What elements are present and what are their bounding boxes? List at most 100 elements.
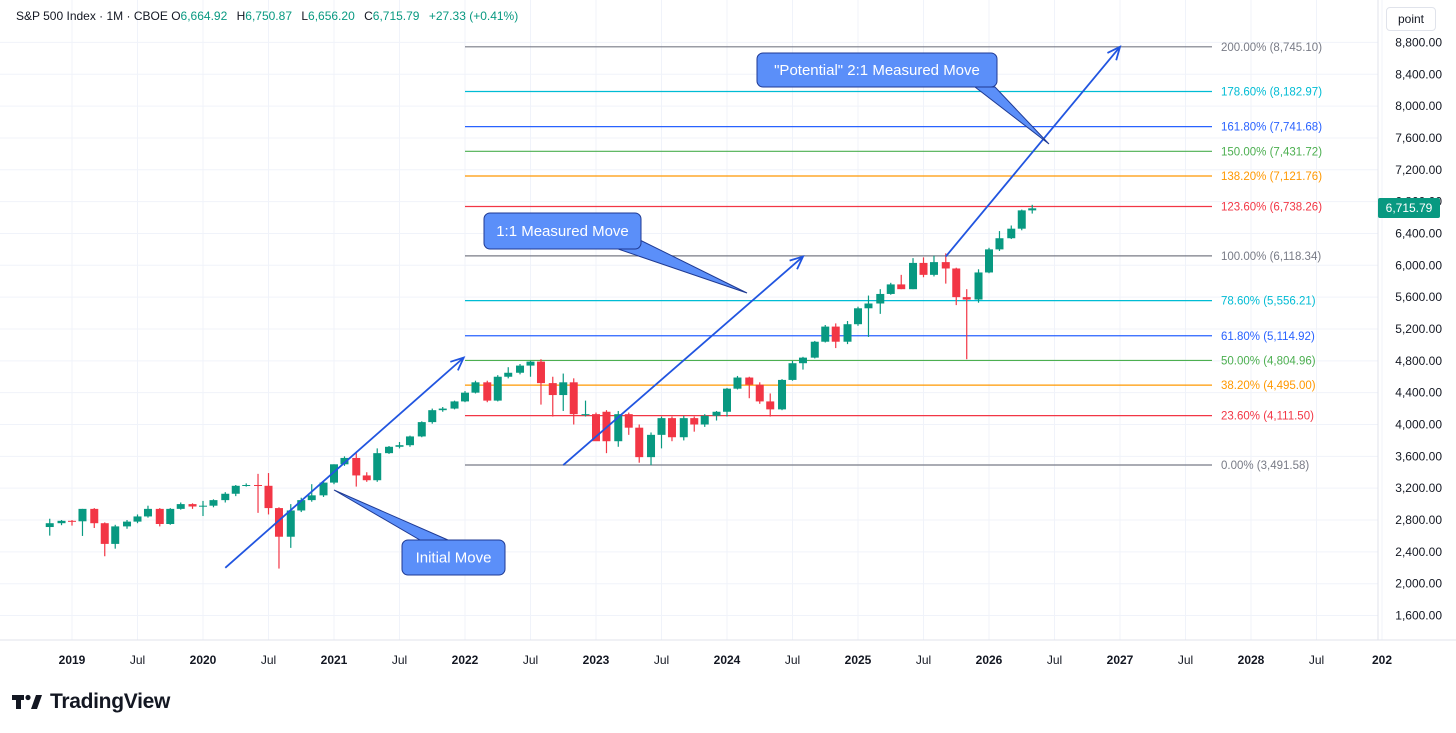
trend-arrow-head [789, 255, 805, 270]
candle-body [569, 382, 578, 415]
time-tick-label: 2022 [452, 653, 479, 667]
tradingview-logo[interactable]: TradingView [12, 690, 170, 714]
time-tick-label: Jul [654, 653, 669, 667]
candle-body [188, 504, 197, 507]
time-tick-label: 2019 [59, 653, 86, 667]
candle-body [700, 415, 709, 425]
candle-body [614, 414, 623, 442]
candle-body [264, 485, 273, 509]
fib-level-label: 138.20% (7,121.76) [1221, 171, 1322, 183]
price-tick-label: 4,800.00 [1395, 354, 1442, 368]
candle-body [952, 268, 961, 298]
candle-body [831, 326, 840, 342]
candle-body [45, 523, 54, 528]
candle-body [395, 445, 404, 447]
symbol-legend: S&P 500 Index · 1M · CBOE O6,664.92 H6,7… [16, 9, 524, 23]
time-tick-label: Jul [1178, 653, 1193, 667]
time-tick-label: Jul [1047, 653, 1062, 667]
candle-body [876, 293, 885, 304]
candle-body [307, 495, 316, 501]
candle-body [886, 284, 895, 294]
candle-body [974, 272, 983, 300]
candle-body [995, 238, 1004, 250]
candle-body [1017, 210, 1026, 229]
time-tick-label: 2026 [976, 653, 1003, 667]
candle-body [166, 508, 175, 524]
price-axis-ticks: 1,600.00 2,000.00 2,400.00 2,800.00 3,200.00… [1395, 35, 1442, 622]
high-value: 6,750.87 [245, 9, 292, 23]
fib-level-label: 23.60% (4,111.50) [1221, 411, 1314, 423]
candle-body [592, 414, 600, 442]
fib-level-label: 161.80% (7,741.68) [1221, 122, 1322, 134]
price-tick-label: 7,200.00 [1395, 163, 1442, 177]
candle-body [176, 504, 185, 509]
time-tick-label: 2025 [845, 653, 872, 667]
candle-body [690, 418, 699, 425]
candle-body [373, 453, 382, 481]
time-tick-label: Jul [1309, 653, 1324, 667]
low-value: 6,656.20 [308, 9, 355, 23]
price-scale-mode-button[interactable]: point [1386, 7, 1436, 31]
callout-box [401, 539, 506, 576]
candle-body [962, 297, 971, 300]
candle-body [352, 457, 361, 476]
time-tick-label: Jul [392, 653, 407, 667]
candle-body [712, 411, 721, 416]
candle-body [733, 377, 742, 389]
candle-body [559, 382, 568, 396]
price-tick-label: 2,400.00 [1395, 545, 1442, 559]
candle-body [755, 384, 764, 402]
price-tick-label: 4,400.00 [1395, 386, 1442, 400]
time-tick-label: Jul [523, 653, 538, 667]
symbol-name: S&P 500 Index · 1M · CBOE [16, 9, 168, 23]
candle-body [897, 284, 906, 290]
time-tick-label: 2024 [714, 653, 741, 667]
candle-body [624, 414, 633, 428]
callout-text: "Potential" 2:1 Measured Move [774, 62, 980, 79]
candle-body [428, 410, 437, 423]
candle-body [854, 308, 862, 325]
candle-body [1007, 228, 1016, 239]
candle-body [647, 434, 656, 458]
candle-body [843, 324, 852, 342]
open-value: 6,664.92 [180, 9, 228, 23]
last-price-label: 6,715.79 [1378, 198, 1440, 218]
candle-body [909, 262, 918, 290]
candle-body [548, 383, 557, 396]
price-tick-label: 4,000.00 [1395, 418, 1442, 432]
price-tick-label: 2,800.00 [1395, 513, 1442, 527]
price-tick-label: 1,600.00 [1395, 609, 1442, 623]
candle-body [821, 326, 830, 342]
price-tick-label: 6,400.00 [1395, 226, 1442, 240]
change-value: +27.33 (+0.41%) [428, 9, 519, 23]
time-tick-label: 2023 [583, 653, 610, 667]
candle-body [438, 408, 447, 411]
candle-body [111, 526, 120, 544]
candle-body [330, 464, 338, 483]
callout-box [756, 52, 998, 88]
candle-body [504, 372, 513, 377]
candle-body [340, 457, 349, 465]
candle-body [745, 377, 754, 385]
candle-body [68, 520, 76, 522]
tradingview-wordmark: TradingView [50, 690, 171, 713]
candle-body [919, 262, 928, 275]
candle-body [516, 365, 525, 373]
candle-body [209, 500, 218, 506]
candle-body [778, 379, 787, 410]
candle-body [417, 422, 426, 437]
time-tick-label: Jul [130, 653, 145, 667]
fib-level-label: 38.20% (4,495.00) [1221, 380, 1316, 392]
candle-body [155, 508, 164, 524]
fib-level-label: 78.60% (5,556.21) [1221, 296, 1316, 308]
candle-body [286, 510, 295, 537]
candle-body [362, 475, 371, 481]
candle-body [199, 505, 207, 507]
candle-body [319, 482, 328, 496]
candle-body [798, 357, 807, 364]
candle-body [133, 516, 142, 522]
time-tick-label: Jul [785, 653, 800, 667]
fib-level-label: 200.00% (8,745.10) [1221, 42, 1322, 54]
callout-box [483, 212, 642, 250]
